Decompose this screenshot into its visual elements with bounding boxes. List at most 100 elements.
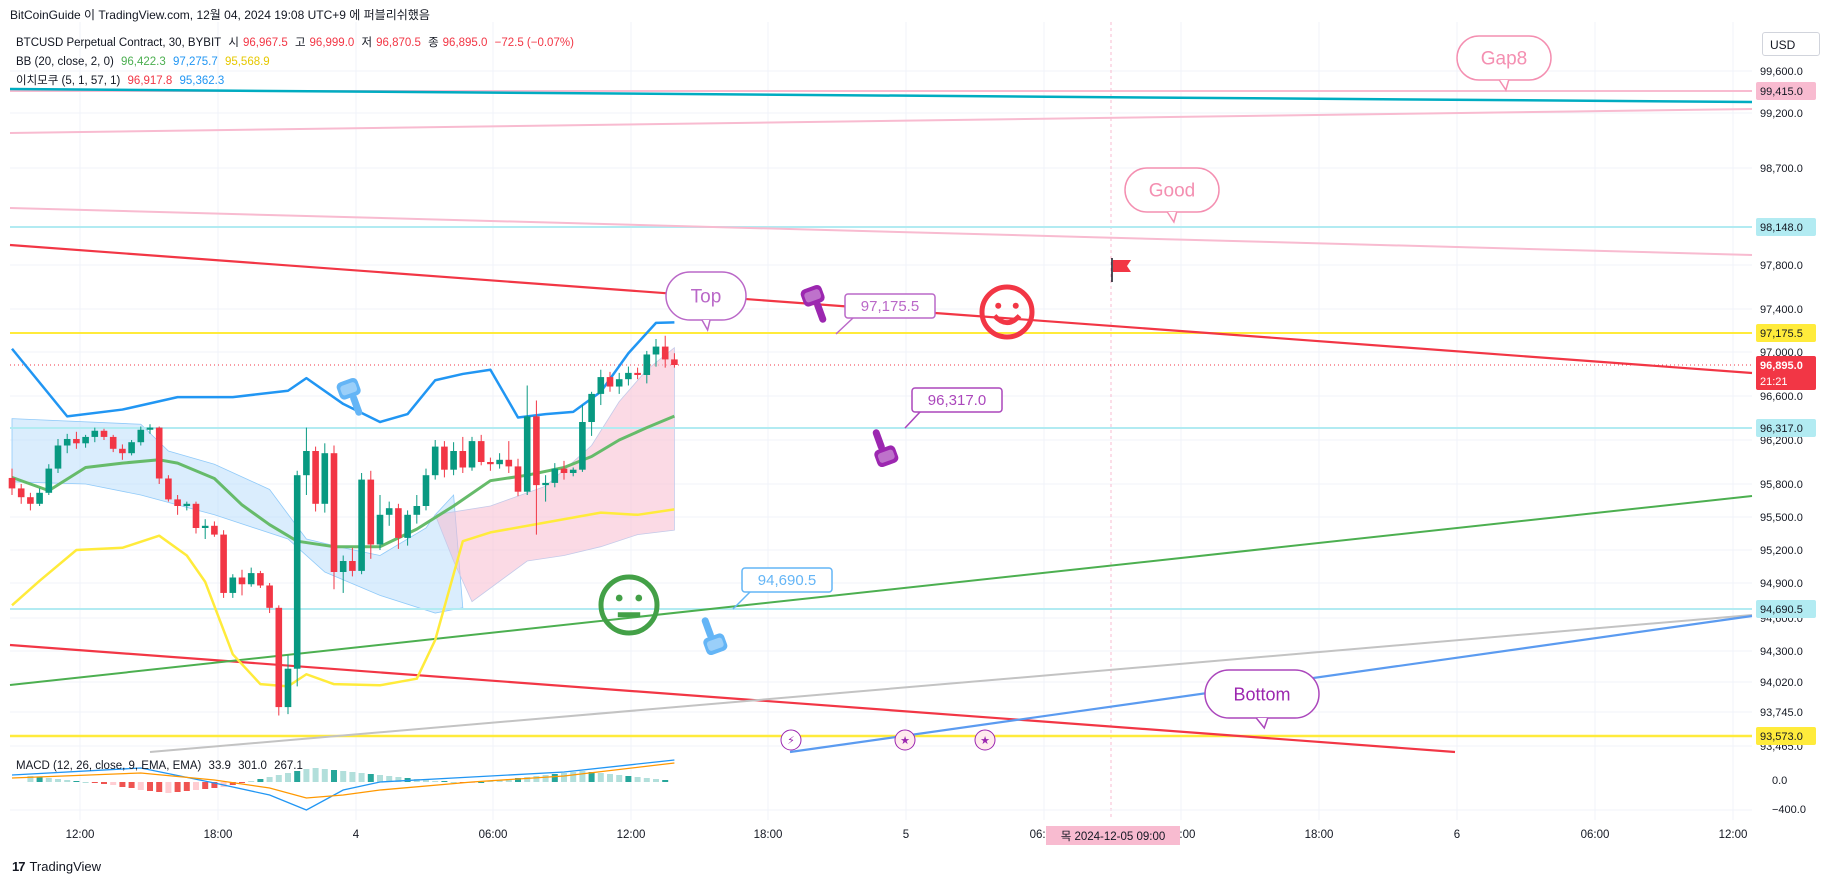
flag-icon[interactable]: [1111, 258, 1131, 282]
candle[interactable]: [128, 440, 135, 456]
candle[interactable]: [91, 427, 99, 443]
candle[interactable]: [137, 426, 145, 446]
candle[interactable]: [597, 369, 605, 406]
candle[interactable]: [441, 441, 448, 478]
good-annotation[interactable]: Good: [1124, 167, 1220, 224]
pointing-hand-icon[interactable]: [799, 284, 833, 327]
candle[interactable]: [450, 442, 457, 476]
candle[interactable]: [671, 353, 678, 368]
candle[interactable]: [579, 405, 586, 472]
candle[interactable]: [330, 445, 338, 590]
candle[interactable]: [625, 366, 632, 386]
candle[interactable]: [468, 436, 476, 471]
bb-indicator-name[interactable]: BB (20, close, 2, 0): [16, 56, 114, 68]
candle[interactable]: [339, 555, 347, 593]
candle[interactable]: [82, 434, 89, 448]
candle[interactable]: [211, 521, 218, 537]
pointing-hand-icon[interactable]: [335, 377, 369, 420]
candle[interactable]: [54, 438, 62, 473]
callout-box: [911, 387, 1003, 413]
candle[interactable]: [523, 385, 531, 495]
candle[interactable]: [303, 427, 310, 495]
candle[interactable]: [45, 464, 53, 495]
candle[interactable]: [643, 350, 651, 384]
candle[interactable]: [514, 458, 522, 497]
candle[interactable]: [487, 457, 494, 471]
smiley-face-icon[interactable]: [979, 284, 1035, 340]
candle[interactable]: [312, 446, 319, 512]
candle[interactable]: [652, 339, 660, 367]
us-flag-event-icon[interactable]: ★: [894, 729, 916, 751]
candle[interactable]: [404, 510, 411, 546]
currency-selector[interactable]: USD: [1762, 32, 1820, 56]
candle[interactable]: [422, 468, 430, 511]
candle[interactable]: [542, 475, 549, 502]
candle[interactable]: [100, 428, 108, 440]
price-axis-tag: 99,415.0: [1756, 82, 1816, 100]
candle[interactable]: [413, 495, 421, 524]
us-flag-event-icon[interactable]: ★: [974, 729, 996, 751]
candle[interactable]: [533, 400, 540, 535]
candle[interactable]: [229, 574, 237, 598]
price-callout-mid[interactable]: 96,317.0: [904, 387, 1003, 429]
candle[interactable]: [477, 434, 485, 466]
candle[interactable]: [551, 463, 559, 488]
candle[interactable]: [247, 567, 255, 587]
candle[interactable]: [109, 434, 117, 453]
candle[interactable]: [155, 426, 163, 484]
candle[interactable]: [496, 453, 503, 469]
candle[interactable]: [146, 424, 154, 434]
top-annotation[interactable]: Top: [665, 271, 747, 333]
candle[interactable]: [165, 475, 172, 502]
candle[interactable]: [63, 433, 71, 454]
ichimoku-indicator-name[interactable]: 이치모쿠 (5, 1, 57, 1): [16, 75, 121, 87]
bottom-annotation[interactable]: Bottom: [1204, 669, 1320, 730]
candle[interactable]: [385, 501, 393, 526]
candle[interactable]: [321, 443, 329, 513]
speech-bubble-label: Gap8: [1481, 49, 1527, 70]
candle[interactable]: [661, 335, 669, 368]
candle[interactable]: [634, 367, 641, 380]
candle[interactable]: [238, 569, 246, 596]
lightning-event-icon[interactable]: ⚡: [780, 729, 802, 751]
candle[interactable]: [615, 372, 623, 394]
candle[interactable]: [349, 547, 356, 577]
candle[interactable]: [119, 444, 126, 460]
candle[interactable]: [560, 460, 568, 480]
candle[interactable]: [367, 470, 375, 559]
neutral-face-icon[interactable]: [598, 574, 660, 636]
candle[interactable]: [284, 655, 292, 715]
pointing-hand-icon[interactable]: [695, 613, 729, 656]
candle[interactable]: [293, 470, 301, 687]
candle[interactable]: [505, 441, 513, 473]
candle[interactable]: [17, 484, 25, 504]
candle[interactable]: [8, 468, 16, 495]
symbol-name[interactable]: BTCUSD Perpetual Contract, 30, BYBIT: [16, 37, 222, 49]
candle[interactable]: [192, 501, 200, 534]
candle[interactable]: [358, 473, 365, 575]
candle[interactable]: [220, 530, 227, 598]
candle[interactable]: [266, 583, 273, 614]
candle[interactable]: [183, 501, 191, 511]
gap-annotation[interactable]: Gap8: [1456, 35, 1552, 92]
candle[interactable]: [459, 436, 467, 473]
candle[interactable]: [174, 495, 181, 515]
pointing-hand-icon[interactable]: [866, 425, 900, 468]
macd-indicator-name[interactable]: MACD (12, 26, close, 9, EMA, EMA): [16, 760, 202, 772]
candle[interactable]: [606, 371, 614, 392]
candle[interactable]: [257, 570, 264, 588]
candle[interactable]: [27, 492, 34, 511]
close-label: 종: [428, 37, 439, 49]
candle[interactable]: [431, 440, 439, 480]
price-callout-low[interactable]: 94,690.5: [732, 567, 833, 610]
candle[interactable]: [588, 391, 595, 436]
candle[interactable]: [73, 431, 80, 449]
candle[interactable]: [201, 519, 209, 539]
candle[interactable]: [376, 495, 384, 550]
candle[interactable]: [395, 503, 402, 549]
candle[interactable]: [36, 488, 43, 506]
candle[interactable]: [569, 467, 577, 477]
price-callout-top[interactable]: 97,175.5: [835, 293, 936, 335]
candle[interactable]: [275, 605, 283, 716]
